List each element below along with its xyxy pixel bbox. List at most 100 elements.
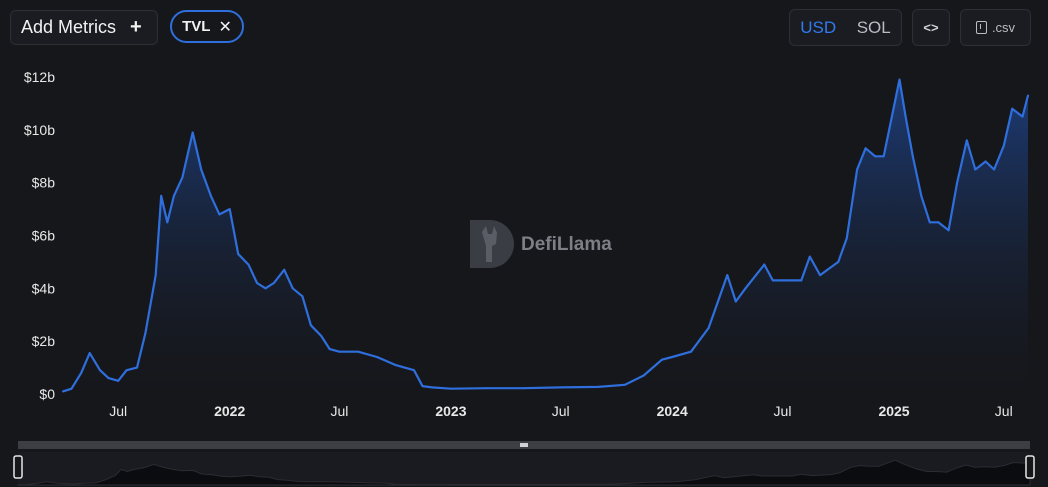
data-point (125, 369, 128, 372)
usd-option[interactable]: USD (800, 17, 837, 37)
data-point (808, 255, 811, 258)
tvl-metric-chip[interactable]: TVL ✕ (170, 10, 244, 43)
data-point (431, 386, 434, 389)
data-point (845, 237, 848, 240)
data-point (559, 386, 562, 389)
close-icon[interactable]: ✕ (218, 18, 232, 36)
add-metrics-button[interactable]: Add Metrics + (10, 10, 158, 45)
navigator-sparkline (17, 459, 1031, 486)
data-point (904, 115, 907, 118)
data-point (984, 160, 987, 163)
navigator-left-handle[interactable] (13, 455, 23, 479)
data-point (136, 366, 138, 369)
data-point (154, 274, 157, 277)
embed-button[interactable]: <> (912, 9, 950, 46)
range-navigator[interactable] (13, 441, 1035, 486)
data-point (291, 287, 294, 290)
data-point (965, 139, 968, 142)
data-point (181, 176, 184, 179)
y-tick-label: $12b (24, 69, 55, 85)
data-point (522, 387, 525, 390)
data-point (763, 263, 766, 266)
data-point (898, 78, 901, 81)
tvl-chip-label: TVL (182, 18, 211, 35)
data-point (88, 352, 91, 355)
data-point (218, 213, 221, 216)
data-point (80, 371, 83, 374)
data-point (864, 147, 867, 150)
x-tick-label: Jul (774, 403, 792, 419)
data-point (1011, 107, 1014, 110)
x-tick-label: 2024 (657, 403, 688, 419)
data-point (744, 287, 747, 290)
data-point (707, 327, 710, 329)
data-point (928, 221, 931, 224)
data-point (449, 387, 452, 390)
data-point (882, 155, 885, 158)
data-point (191, 131, 194, 134)
data-point (237, 253, 240, 255)
data-point (819, 274, 822, 277)
x-tick-label: Jul (995, 403, 1013, 419)
defillama-watermark: DefiLlama (470, 220, 612, 268)
data-point (117, 379, 120, 382)
data-point (70, 387, 73, 390)
data-point (1027, 94, 1029, 97)
data-point (856, 168, 859, 171)
data-point (947, 229, 950, 232)
data-point (671, 356, 674, 358)
data-point (160, 194, 163, 197)
x-tick-label: 2025 (878, 403, 909, 419)
y-tick-label: $4b (32, 280, 56, 296)
data-point (623, 383, 626, 386)
data-point (172, 194, 175, 197)
data-point (920, 194, 923, 197)
data-point (309, 324, 312, 327)
y-tick-label: $10b (24, 122, 55, 138)
data-point (911, 155, 914, 158)
data-point (734, 300, 737, 303)
data-point (837, 260, 840, 263)
y-tick-label: $0 (39, 386, 55, 402)
csv-download-button[interactable]: .csv (960, 9, 1031, 46)
navigator-grip-icon[interactable] (520, 443, 528, 447)
data-point (62, 390, 64, 393)
data-point (726, 274, 729, 277)
data-point (874, 155, 877, 158)
data-point (394, 363, 397, 366)
y-axis: $0 $2b $4b $6b $8b $10b $12b (24, 69, 55, 402)
data-point (642, 374, 645, 377)
series-layer (62, 78, 1030, 394)
data-point (376, 356, 378, 358)
navigator-right-handle[interactable] (1025, 455, 1035, 479)
data-point (256, 282, 258, 284)
x-tick-label: Jul (552, 403, 570, 419)
download-icon (975, 21, 987, 34)
sol-option[interactable]: SOL (856, 17, 891, 37)
data-point (107, 377, 110, 380)
data-point (956, 181, 959, 184)
data-point (144, 332, 147, 335)
currency-toggle: USD SOL (789, 9, 902, 46)
data-point (264, 287, 267, 290)
data-point (272, 282, 275, 284)
data-point (660, 358, 663, 361)
x-axis: Jul 2022 Jul 2023 Jul 2024 Jul 2025 Jul (109, 403, 1012, 419)
x-tick-label: 2023 (435, 403, 466, 419)
data-point (99, 369, 101, 372)
data-point (357, 350, 360, 353)
data-point (800, 279, 803, 282)
plus-icon: + (130, 16, 142, 38)
data-point (301, 295, 304, 298)
data-point (421, 385, 424, 388)
data-point (781, 279, 784, 282)
x-tick-label: 2022 (214, 403, 245, 419)
tvl-line (62, 78, 1030, 393)
y-tick-label: $6b (32, 228, 56, 244)
data-point (166, 221, 169, 224)
csv-label: .csv (991, 20, 1016, 35)
data-point (328, 348, 331, 351)
data-point (228, 208, 231, 211)
data-point (485, 387, 488, 390)
